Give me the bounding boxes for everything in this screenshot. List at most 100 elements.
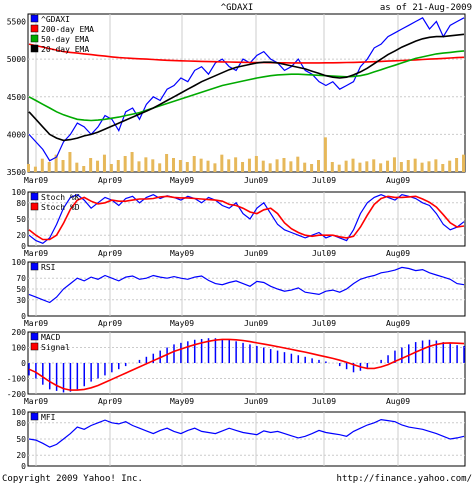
- x-tick-label: May09: [170, 397, 194, 406]
- legend-label-stoch: Stoch %K: [41, 193, 80, 202]
- x-tick-label: Mar09: [24, 319, 48, 328]
- x-tick-label: Mar09: [24, 176, 48, 185]
- volume-bar: [165, 154, 169, 172]
- x-tick-label: Apr09: [98, 249, 122, 258]
- volume-bar: [172, 158, 175, 172]
- volume-bar: [40, 158, 44, 172]
- y-tick-label-mfi: 50: [16, 435, 26, 444]
- series-line-price-2: [28, 50, 465, 122]
- volume-bar: [178, 160, 182, 172]
- volume-bar: [61, 160, 65, 172]
- x-tick-label: Jul09: [312, 249, 336, 258]
- y-tick-label-stoch: 20: [16, 231, 26, 240]
- volume-bar: [75, 162, 79, 172]
- copyright-text: Copyright 2009 Yahoo! Inc.: [2, 474, 143, 484]
- volume-bar: [434, 159, 438, 172]
- x-tick-label: Mar09: [24, 249, 48, 258]
- legend-swatch: [30, 14, 39, 23]
- as-of-date: as of 21-Aug-2009: [380, 3, 472, 13]
- volume-bar: [234, 157, 238, 172]
- series-line-macd-1: [28, 338, 465, 391]
- y-tick-label-price: 5500: [7, 18, 26, 27]
- volume-bar: [130, 152, 134, 172]
- volume-bar: [261, 160, 265, 172]
- x-tick-label: May09: [170, 249, 194, 258]
- x-tick-label: Jul09: [312, 319, 336, 328]
- legend-label-rsi: RSI: [41, 263, 56, 272]
- legend-swatch: [30, 44, 39, 53]
- series-line-rsi-0: [28, 266, 465, 304]
- volume-bar: [220, 154, 224, 172]
- y-tick-label-mfi: 80: [16, 419, 26, 428]
- volume-bar: [372, 159, 376, 172]
- legend-label-mfi: MFI: [41, 413, 56, 422]
- x-tick-label: Apr09: [98, 319, 122, 328]
- volume-bar: [296, 156, 300, 172]
- volume-bar: [82, 166, 86, 172]
- volume-bar: [317, 160, 320, 172]
- volume-bar: [455, 158, 459, 172]
- chart-title: ^GDAXI: [221, 3, 254, 13]
- volume-bar: [47, 162, 51, 172]
- volume-bar: [275, 159, 279, 172]
- volume-bar: [199, 158, 203, 172]
- legend-label-price: 20-day EMA: [41, 45, 89, 54]
- volume-bar: [386, 160, 390, 172]
- series-line-price-3: [28, 33, 465, 142]
- y-tick-label-price: 4000: [7, 130, 26, 139]
- volume-bar: [448, 160, 452, 172]
- x-tick-label: Apr09: [98, 176, 122, 185]
- volume-bar: [116, 160, 120, 172]
- y-tick-label-stoch: 80: [16, 199, 26, 208]
- volume-bar: [33, 166, 37, 172]
- x-tick-label: Jun09: [244, 397, 268, 406]
- x-tick-label: Aug09: [386, 249, 410, 258]
- volume-bar: [144, 157, 148, 172]
- volume-bar: [392, 157, 396, 172]
- volume-bar: [358, 162, 362, 172]
- volume-bar: [54, 154, 58, 172]
- volume-bar: [123, 156, 127, 172]
- y-tick-label-macd: -200: [7, 390, 26, 399]
- series-line-price-0: [28, 17, 465, 162]
- legend-label-price: 200-day EMA: [41, 25, 94, 34]
- volume-bar: [337, 164, 341, 172]
- legend-swatch: [30, 332, 39, 341]
- y-tick-label-mfi: 20: [16, 451, 26, 460]
- legend-swatch: [30, 262, 39, 271]
- volume-bar: [413, 158, 417, 172]
- y-tick-label-price: 3500: [7, 168, 26, 177]
- y-tick-label-macd: 0: [21, 359, 26, 368]
- series-line-stoch-0: [28, 194, 465, 244]
- volume-bar: [96, 160, 100, 172]
- x-tick-label: Mar09: [24, 397, 48, 406]
- x-tick-label: Jul09: [312, 176, 336, 185]
- volume-bar: [206, 160, 210, 172]
- y-tick-label-macd: 100: [12, 344, 27, 353]
- legend-swatch: [30, 342, 39, 351]
- legend-swatch: [30, 34, 39, 43]
- volume-bar: [379, 163, 383, 172]
- legend-swatch: [30, 412, 39, 421]
- y-tick-label-rsi: 100: [12, 258, 27, 267]
- y-tick-label-macd: 200: [12, 328, 27, 337]
- x-tick-label: Aug09: [386, 176, 410, 185]
- volume-bar: [289, 161, 293, 172]
- y-tick-label-rsi: 0: [21, 312, 26, 321]
- volume-bar: [247, 158, 251, 172]
- volume-bar: [241, 162, 245, 172]
- legend-label-macd: Signal: [41, 343, 70, 352]
- y-tick-label-stoch: 100: [12, 188, 27, 197]
- series-line-price-1: [28, 43, 465, 64]
- volume-bar: [27, 164, 30, 172]
- x-tick-label: Jun09: [244, 319, 268, 328]
- volume-bar: [330, 162, 334, 172]
- x-tick-label: May09: [170, 176, 194, 185]
- volume-bar: [365, 161, 369, 172]
- legend-label-stoch: Stoch %D: [41, 203, 80, 212]
- volume-bar: [137, 161, 141, 172]
- legend-label-price: ^GDAXI: [41, 15, 70, 24]
- volume-bar: [158, 163, 162, 172]
- volume-bar: [89, 158, 93, 172]
